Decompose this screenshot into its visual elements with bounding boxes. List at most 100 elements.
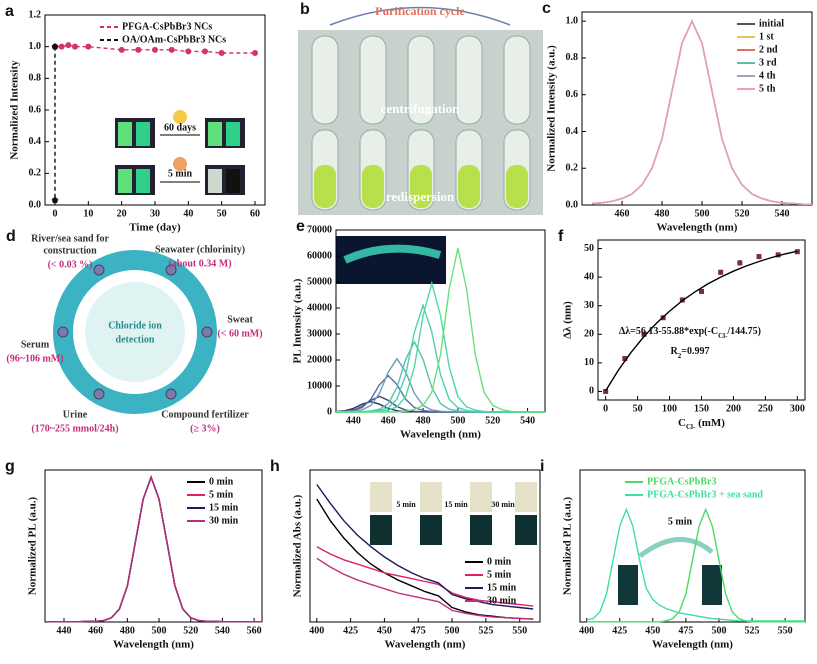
marker	[168, 46, 175, 53]
y-tick-label: 10000	[307, 380, 332, 391]
icon	[173, 157, 187, 171]
marker	[775, 252, 781, 258]
marker	[85, 43, 92, 50]
legend-label: 30 min	[209, 515, 239, 526]
y-tick-label: 10	[584, 357, 594, 368]
marker	[51, 196, 59, 204]
marker	[699, 288, 704, 294]
x-axis-label-part: C	[678, 417, 686, 429]
x-tick-label: 440	[57, 625, 72, 636]
plot-frame	[309, 469, 541, 623]
x-tick-label: 300	[790, 403, 805, 414]
annotation: 30 min	[491, 500, 515, 509]
x-tick-label: 460	[381, 415, 396, 426]
x-tick-label: 150	[694, 403, 709, 414]
x-tick-label: 200	[726, 403, 741, 414]
node-label: Serum	[21, 339, 50, 350]
series-line	[48, 475, 262, 623]
marker	[135, 46, 142, 53]
x-tick-label: 30	[150, 208, 160, 219]
marker	[152, 46, 158, 53]
series-line	[316, 557, 534, 620]
series-line	[591, 19, 813, 205]
legend-label: 30 min	[487, 595, 517, 606]
y-axis-label: Normalized Abs (a.u.)	[292, 494, 304, 597]
marker	[622, 356, 628, 362]
legend-label: 0 min	[209, 476, 234, 487]
panel-letter: i	[540, 458, 544, 475]
y-tick-label: 0.0	[29, 199, 42, 210]
arrow	[638, 537, 714, 558]
y-tick-label: 0	[327, 406, 332, 417]
node-label: construction	[43, 245, 97, 256]
y-tick-label: 40	[584, 271, 594, 282]
panel-letter: b	[300, 1, 310, 18]
y-tick-label: 0.8	[566, 52, 579, 63]
photo	[136, 169, 150, 193]
panel-letter: a	[5, 3, 14, 20]
y-tick-label: 0.2	[566, 163, 579, 174]
x-tick-label: 100	[662, 403, 677, 414]
x-tick-label: 540	[215, 625, 230, 636]
legend-label: 3 rd	[759, 57, 777, 68]
marker	[65, 42, 72, 49]
legend-label: 4 th	[759, 70, 776, 81]
plot-frame	[597, 239, 806, 401]
node-label: River/sea sand for	[31, 233, 109, 244]
x-tick-label: 60	[250, 208, 260, 219]
x-axis-label: Wavelength (nm)	[400, 429, 481, 441]
x-tick-label: 440	[346, 415, 361, 426]
center-label: Chloride ion	[108, 320, 162, 331]
y-axis-label: Normalized PL (a.u.)	[27, 496, 39, 595]
x-tick-label: 520	[735, 208, 750, 219]
node-value: (about 0.34 M)	[168, 258, 231, 269]
x-tick-label: 40	[183, 208, 193, 219]
legend-label: 15 min	[209, 502, 239, 513]
node-value: (< 60 mM)	[217, 328, 262, 339]
annotation-part: /144.75)	[726, 326, 761, 337]
y-axis-label: Normalized PL (a.u.)	[562, 496, 574, 595]
node-label: Urine	[63, 409, 88, 420]
panel-letter: e	[296, 218, 305, 235]
y-tick-label: 40000	[307, 302, 332, 313]
marker	[603, 388, 609, 394]
photo	[618, 565, 638, 605]
x-tick-label: 50	[633, 403, 643, 414]
panel-letter: f	[558, 228, 564, 245]
panel-letter: g	[5, 458, 15, 475]
x-axis-label: CCl- (mM)	[678, 417, 725, 431]
photo	[226, 169, 240, 193]
x-tick-label: 500	[711, 625, 726, 636]
x-tick-label: 500	[152, 625, 167, 636]
legend-label: PFGA-CsPbBr3	[647, 476, 716, 487]
panel-letter: c	[542, 0, 551, 17]
plot-frame	[579, 469, 806, 623]
x-tick-label: 475	[411, 625, 426, 636]
center-label: detection	[116, 334, 155, 345]
photos	[370, 482, 537, 545]
icon	[173, 110, 187, 124]
annotation: 5 min	[168, 168, 193, 179]
x-tick-label: 520	[183, 625, 198, 636]
node-value: (≥ 3%)	[190, 423, 220, 434]
legend-label: 1 st	[759, 31, 774, 42]
x-axis-label: Time (day)	[129, 222, 181, 234]
x-tick-label: 480	[655, 208, 670, 219]
legend-label: 2 nd	[759, 44, 778, 55]
node-dots	[57, 264, 213, 400]
annotation-part: Δλ=56.13-55.88*exp(-C	[619, 326, 718, 337]
x-tick-label: 10	[83, 208, 93, 219]
series-line	[586, 507, 805, 623]
series-line	[605, 250, 798, 392]
x-axis-label: Wavelength (nm)	[652, 639, 733, 651]
y-tick-label: 50	[584, 243, 594, 254]
annotation-part: R	[671, 346, 679, 357]
x-tick-label: 500	[695, 208, 710, 219]
annotation-part: 2	[678, 352, 682, 360]
series-line	[591, 19, 813, 205]
legend-label: 15 min	[487, 582, 517, 593]
y-tick-label: 60000	[307, 250, 332, 261]
series-line	[316, 546, 534, 607]
